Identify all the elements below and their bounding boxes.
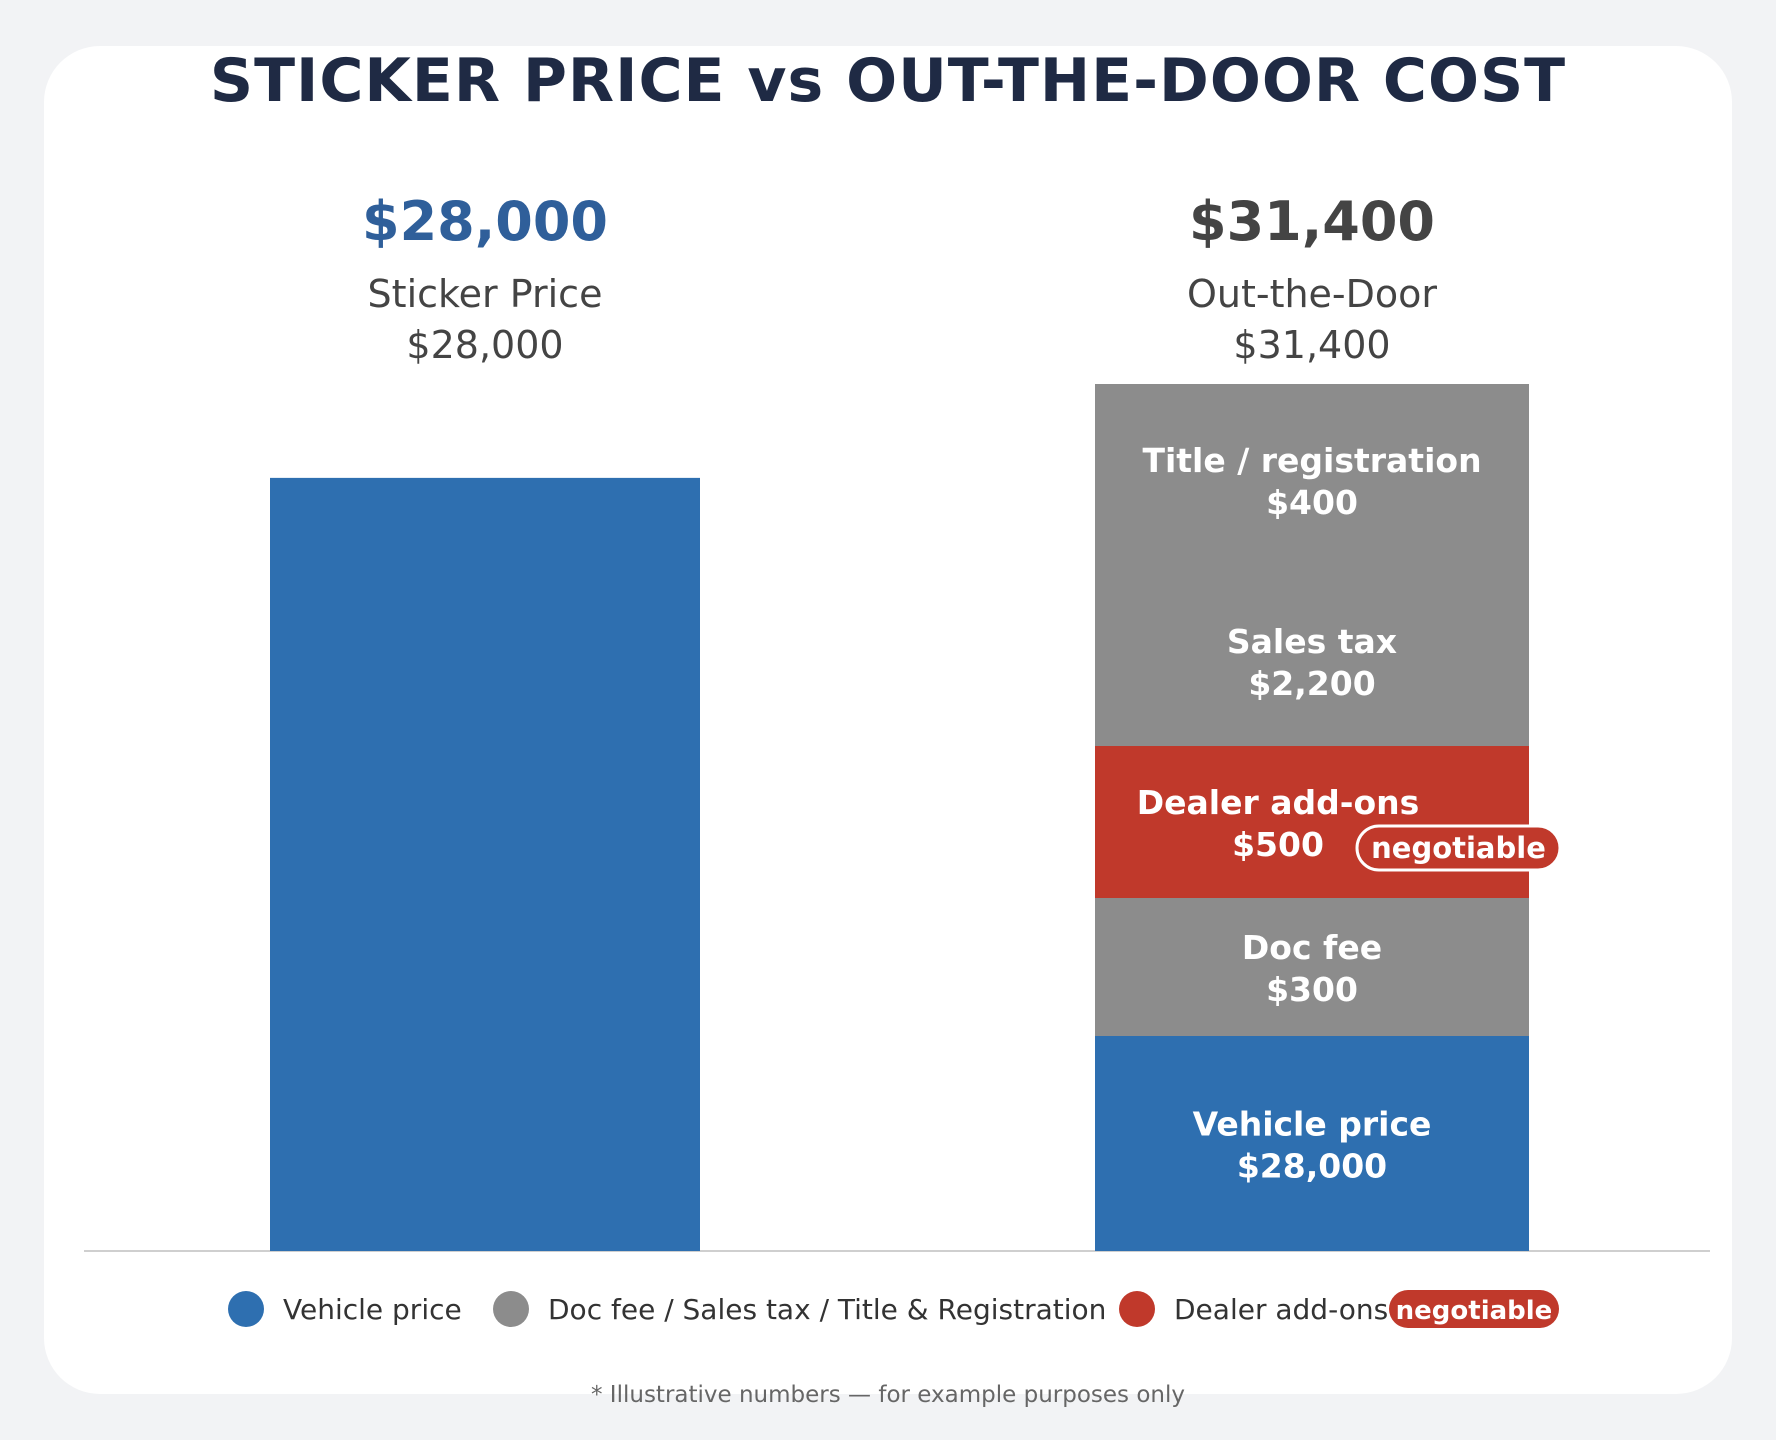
legend-swatch	[493, 1291, 529, 1327]
segment-doc-fee	[1095, 898, 1529, 1036]
segment-label: Vehicle price	[1193, 1105, 1432, 1144]
footnote: * Illustrative numbers — for example pur…	[591, 1382, 1185, 1408]
segment-value-label: $2,200	[1248, 664, 1375, 703]
segment-vehicle-price	[1095, 1036, 1529, 1251]
legend-swatch	[228, 1291, 264, 1327]
bar-name-label: Sticker Price	[368, 272, 603, 316]
bar-amount-label: $31,400	[1233, 323, 1390, 367]
segment-label: Title / registration	[1142, 441, 1481, 480]
bar-sticker-price	[270, 477, 700, 1251]
legend-label: Vehicle price	[283, 1293, 462, 1326]
negotiable-badge-text: negotiable	[1371, 831, 1546, 865]
bar-amount-label: $28,000	[406, 323, 563, 367]
segment-title-registration	[1095, 384, 1529, 576]
bar-total-label: $31,400	[1189, 190, 1435, 253]
segment-label: Sales tax	[1227, 622, 1397, 661]
segment-label: Dealer add-ons	[1137, 783, 1420, 822]
legend-swatch	[1119, 1291, 1155, 1327]
chart-title: STICKER PRICE vs OUT-THE-DOOR COST	[209, 46, 1567, 116]
legend-negotiable-badge-text: negotiable	[1396, 1296, 1553, 1326]
segment-value-label: $28,000	[1237, 1147, 1387, 1186]
bar-total-label: $28,000	[362, 190, 608, 253]
segment-value-label: $300	[1266, 970, 1358, 1009]
segment-sales-tax	[1095, 576, 1529, 746]
legend-negotiable-badge	[1389, 1290, 1559, 1328]
segment-label: Doc fee	[1242, 928, 1382, 967]
legend-label: Doc fee / Sales tax / Title & Registrati…	[548, 1293, 1106, 1326]
legend-label: Dealer add-ons	[1174, 1293, 1388, 1326]
segment-dealer-add-ons	[1095, 746, 1529, 898]
negotiable-badge	[1355, 824, 1562, 872]
segment-value-label: $500	[1232, 825, 1324, 864]
segment-value-label: $400	[1266, 483, 1358, 522]
bar-name-label: Out-the-Door	[1187, 272, 1437, 316]
